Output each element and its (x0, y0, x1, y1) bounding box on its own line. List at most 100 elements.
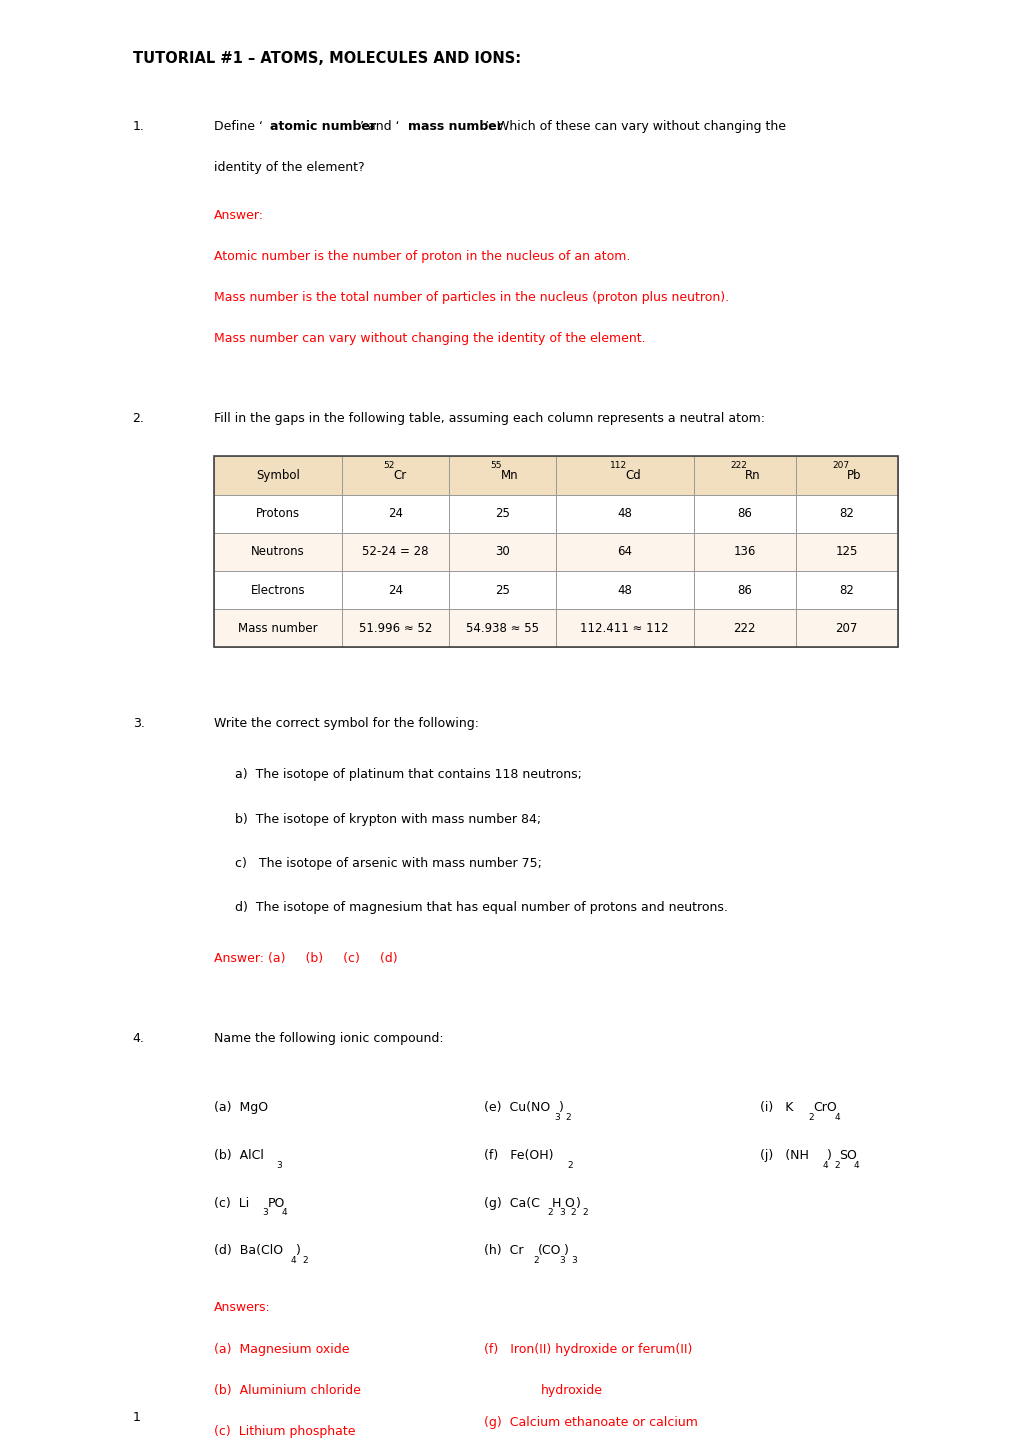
Text: ’. Which of these can vary without changing the: ’. Which of these can vary without chang… (484, 120, 785, 133)
Text: hydroxide: hydroxide (540, 1384, 602, 1397)
Text: SO: SO (839, 1149, 856, 1162)
Text: (j)   (NH: (j) (NH (759, 1149, 808, 1162)
Text: identity of the element?: identity of the element? (214, 162, 365, 175)
Text: 222: 222 (730, 460, 746, 470)
Text: 3: 3 (558, 1208, 565, 1218)
Text: 4: 4 (834, 1113, 839, 1123)
Text: (c)  Lithium phosphate: (c) Lithium phosphate (214, 1426, 356, 1439)
Text: ): ) (558, 1101, 564, 1114)
Bar (341, 571, 448, 609)
Text: Define ‘: Define ‘ (214, 120, 263, 133)
Text: Pb: Pb (847, 469, 861, 482)
Text: ): ) (296, 1244, 300, 1257)
Text: 3: 3 (553, 1113, 559, 1123)
Text: (d)  Ba(ClO: (d) Ba(ClO (214, 1244, 283, 1257)
Text: Symbol: Symbol (256, 469, 300, 482)
Text: 51.996 ≈ 52: 51.996 ≈ 52 (359, 622, 431, 635)
Text: 54.938 ≈ 55: 54.938 ≈ 55 (466, 622, 538, 635)
Text: Answer: (a)     (b)     (c)     (d): Answer: (a) (b) (c) (d) (214, 952, 397, 965)
Text: 4: 4 (281, 1208, 287, 1218)
Bar (214, 495, 341, 532)
Text: 82: 82 (839, 506, 853, 519)
Text: Rn: Rn (745, 469, 760, 482)
Text: ’ and ‘: ’ and ‘ (360, 120, 399, 133)
Text: 30: 30 (494, 545, 510, 558)
Text: 112: 112 (609, 460, 627, 470)
Text: 64: 64 (616, 545, 632, 558)
Text: (f)   Iron(II) hydroxide or ferum(II): (f) Iron(II) hydroxide or ferum(II) (484, 1342, 692, 1356)
Text: Fill in the gaps in the following table, assuming each column represents a neutr: Fill in the gaps in the following table,… (214, 411, 764, 424)
Text: TUTORIAL #1 – ATOMS, MOLECULES AND IONS:: TUTORIAL #1 – ATOMS, MOLECULES AND IONS: (132, 51, 521, 65)
Bar (795, 571, 897, 609)
Text: 222: 222 (733, 622, 755, 635)
Text: 24: 24 (387, 583, 403, 596)
Bar (555, 609, 693, 648)
Text: Atomic number is the number of proton in the nucleus of an atom.: Atomic number is the number of proton in… (214, 250, 630, 263)
Text: a)  The isotope of platinum that contains 118 neutrons;: a) The isotope of platinum that contains… (234, 768, 581, 781)
Text: Mass number can vary without changing the identity of the element.: Mass number can vary without changing th… (214, 332, 645, 345)
Text: 2: 2 (533, 1255, 538, 1266)
Text: mass number: mass number (408, 120, 502, 133)
Text: 1: 1 (132, 1411, 141, 1424)
Bar (795, 495, 897, 532)
Text: (h)  Cr: (h) Cr (484, 1244, 524, 1257)
Text: 82: 82 (839, 583, 853, 596)
Text: 207: 207 (835, 622, 857, 635)
Text: PO: PO (267, 1196, 285, 1209)
Text: 55: 55 (490, 460, 501, 470)
Bar (214, 571, 341, 609)
Text: (g)  Ca(C: (g) Ca(C (484, 1196, 540, 1209)
Text: 2: 2 (302, 1255, 308, 1266)
Text: ): ) (564, 1244, 569, 1257)
Bar (214, 456, 897, 648)
Text: 125: 125 (835, 545, 857, 558)
Text: Mass number is the total number of particles in the nucleus (proton plus neutron: Mass number is the total number of parti… (214, 291, 729, 304)
Text: (f)   Fe(OH): (f) Fe(OH) (484, 1149, 553, 1162)
Text: 3: 3 (571, 1255, 576, 1266)
Text: (a)  Magnesium oxide: (a) Magnesium oxide (214, 1342, 350, 1356)
Bar (341, 495, 448, 532)
Bar (693, 456, 795, 495)
Bar (693, 609, 795, 648)
Bar (448, 456, 555, 495)
Text: c)   The isotope of arsenic with mass number 75;: c) The isotope of arsenic with mass numb… (234, 857, 541, 870)
Text: 48: 48 (616, 506, 632, 519)
Text: 86: 86 (737, 583, 751, 596)
Text: 2: 2 (566, 1113, 571, 1123)
Text: ): ) (575, 1196, 580, 1209)
Bar (341, 532, 448, 571)
Bar (795, 532, 897, 571)
Text: 3: 3 (263, 1208, 268, 1218)
Text: 2: 2 (568, 1160, 573, 1170)
Text: 2: 2 (571, 1208, 576, 1218)
Text: 3.: 3. (132, 717, 145, 730)
Bar (555, 495, 693, 532)
Text: Answer:: Answer: (214, 209, 264, 222)
Bar (555, 571, 693, 609)
Text: Neutrons: Neutrons (251, 545, 305, 558)
Text: d)  The isotope of magnesium that has equal number of protons and neutrons.: d) The isotope of magnesium that has equ… (234, 902, 727, 915)
Text: 48: 48 (616, 583, 632, 596)
Bar (341, 609, 448, 648)
Text: 2: 2 (834, 1160, 839, 1170)
Text: Cr: Cr (393, 469, 407, 482)
Bar (214, 456, 341, 495)
Text: 4: 4 (821, 1160, 827, 1170)
Text: 3: 3 (558, 1255, 565, 1266)
Text: ): ) (826, 1149, 832, 1162)
Text: Mass number: Mass number (237, 622, 318, 635)
Text: 207: 207 (832, 460, 849, 470)
Text: 2: 2 (808, 1113, 813, 1123)
Bar (214, 609, 341, 648)
Text: (i)   K: (i) K (759, 1101, 793, 1114)
Text: 112.411 ≈ 112: 112.411 ≈ 112 (580, 622, 668, 635)
Text: atomic number: atomic number (269, 120, 375, 133)
Text: Mn: Mn (500, 469, 518, 482)
Text: Cd: Cd (625, 469, 640, 482)
Text: CrO: CrO (812, 1101, 837, 1114)
Bar (448, 532, 555, 571)
Text: 3: 3 (276, 1160, 282, 1170)
Bar (693, 495, 795, 532)
Bar (448, 571, 555, 609)
Text: (CO: (CO (537, 1244, 561, 1257)
